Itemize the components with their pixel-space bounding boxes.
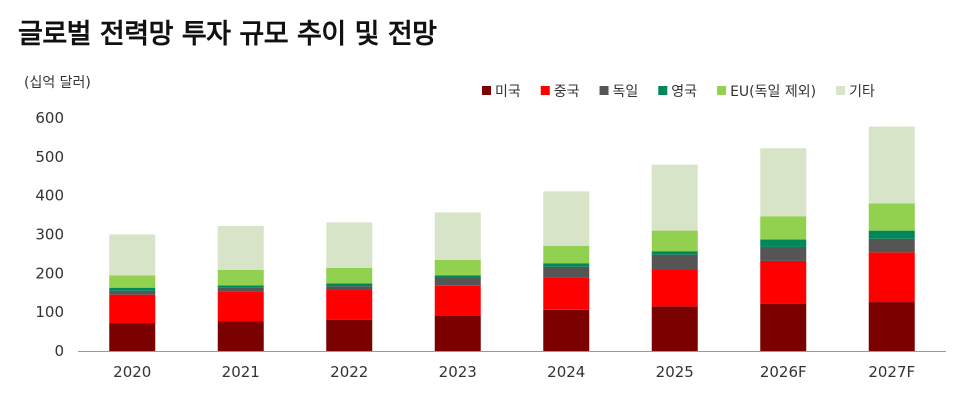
bar-segment bbox=[109, 290, 156, 295]
y-tick-label: 500 bbox=[35, 148, 64, 166]
bar-segment bbox=[434, 277, 481, 286]
legend-swatch bbox=[599, 86, 609, 95]
bar-segment bbox=[109, 287, 156, 291]
bar-segment bbox=[434, 212, 481, 260]
legend-swatch bbox=[717, 86, 727, 95]
bar-segment bbox=[651, 251, 698, 255]
bar-segment bbox=[868, 230, 915, 239]
bar-segment bbox=[760, 303, 807, 351]
bar-segment bbox=[651, 230, 698, 252]
bar-segment bbox=[434, 285, 481, 316]
bar-segment bbox=[760, 216, 807, 240]
bar-segment bbox=[543, 309, 590, 351]
bar-segment bbox=[760, 260, 807, 304]
y-tick-label: 600 bbox=[35, 109, 64, 127]
bar-segment bbox=[217, 269, 264, 286]
y-tick-label: 100 bbox=[35, 303, 64, 321]
legend-label: 영국 bbox=[671, 84, 697, 100]
y-axis-unit-label: (십억 달러) bbox=[24, 75, 91, 91]
bar-segment bbox=[326, 290, 373, 320]
x-tick-label: 2023 bbox=[439, 363, 477, 381]
bar-segment bbox=[217, 321, 264, 351]
bar-segment bbox=[109, 294, 156, 324]
bar-segment bbox=[651, 306, 698, 351]
bar-segment bbox=[109, 234, 156, 276]
x-tick-label: 2020 bbox=[113, 363, 151, 381]
x-axis: 2020 2021 2022 2023 2024 2025 2026F 2027F bbox=[78, 351, 946, 381]
legend-label: EU(독일 제외) bbox=[730, 84, 816, 100]
y-tick-label: 400 bbox=[35, 187, 64, 205]
legend-label: 중국 bbox=[554, 84, 580, 100]
bar-segment bbox=[543, 263, 590, 267]
bar-segment bbox=[868, 252, 915, 303]
x-tick-label: 2022 bbox=[330, 363, 368, 381]
bar-segment bbox=[760, 246, 807, 261]
bar-segment bbox=[217, 291, 264, 322]
bar-segment bbox=[326, 222, 373, 268]
legend: 미국 중국 독일 영국 EU(독일 제외) 기타 bbox=[482, 84, 875, 100]
bar-segment bbox=[760, 148, 807, 217]
bar-segment bbox=[109, 323, 156, 351]
bar-segment bbox=[868, 238, 915, 253]
x-tick-label: 2025 bbox=[656, 363, 694, 381]
bar-segment bbox=[868, 203, 915, 231]
y-tick-label: 200 bbox=[35, 264, 64, 282]
legend-label: 기타 bbox=[849, 84, 875, 100]
bar-segment bbox=[651, 164, 698, 231]
bar-segment bbox=[217, 225, 264, 270]
legend-swatch bbox=[482, 86, 491, 95]
bar-segment bbox=[217, 285, 264, 288]
y-tick-label: 300 bbox=[35, 226, 64, 244]
bar-segment bbox=[543, 245, 590, 264]
bar-segment bbox=[651, 269, 698, 307]
bar-segment bbox=[760, 239, 807, 247]
x-tick-label: 2021 bbox=[222, 363, 260, 381]
x-tick-label: 2024 bbox=[547, 363, 585, 381]
bar-segment bbox=[434, 259, 481, 276]
bar-segment bbox=[868, 126, 915, 204]
chart-title: 글로벌 전력망 투자 규모 추이 및 전망 bbox=[18, 19, 437, 50]
legend-label: 독일 bbox=[613, 84, 639, 100]
y-axis: 0 100 200 300 400 500 600 bbox=[35, 109, 64, 360]
bars bbox=[109, 126, 915, 351]
bar-segment bbox=[109, 275, 156, 288]
y-tick-label: 0 bbox=[54, 342, 64, 360]
bar-segment bbox=[543, 277, 590, 310]
x-tick-label: 2026F bbox=[760, 363, 807, 381]
legend-swatch bbox=[658, 86, 668, 95]
bar-segment bbox=[543, 191, 590, 246]
bar-segment bbox=[326, 319, 373, 351]
x-tick-label: 2027F bbox=[868, 363, 915, 381]
bar-segment bbox=[543, 266, 590, 278]
bar-segment bbox=[868, 302, 915, 351]
bar-segment bbox=[434, 275, 481, 278]
legend-swatch bbox=[540, 86, 550, 95]
bar-segment bbox=[326, 286, 373, 291]
bar-segment bbox=[326, 267, 373, 284]
bar-segment bbox=[651, 254, 698, 270]
legend-swatch bbox=[836, 86, 846, 95]
bar-segment bbox=[434, 315, 481, 351]
legend-label: 미국 bbox=[495, 84, 521, 100]
bar-segment bbox=[326, 283, 373, 287]
bar-segment bbox=[217, 287, 264, 292]
